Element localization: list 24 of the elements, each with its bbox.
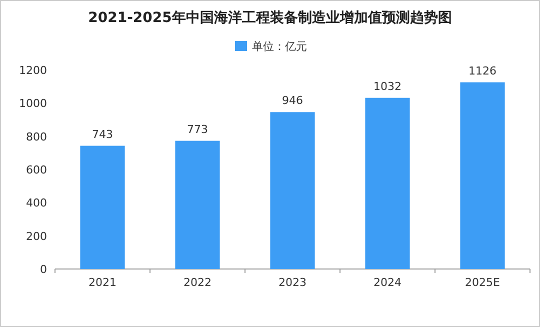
- bar: [365, 98, 410, 269]
- y-tick-label: 200: [26, 230, 47, 243]
- data-label: 1032: [374, 80, 402, 93]
- chart-title: 2021-2025年中国海洋工程装备制造业增加值预测趋势图: [88, 10, 452, 26]
- x-tick-label: 2025E: [465, 276, 500, 289]
- data-label: 743: [92, 128, 113, 141]
- bar: [80, 146, 125, 269]
- bar: [460, 82, 505, 269]
- y-tick-label: 0: [40, 263, 47, 276]
- bar: [175, 140, 220, 269]
- data-label: 946: [282, 94, 303, 108]
- y-tick-label: 800: [26, 130, 47, 144]
- y-tick-label: 400: [26, 196, 47, 210]
- x-tick-label: 2024: [374, 276, 402, 289]
- data-label: 1126: [468, 64, 496, 78]
- legend-label: 单位：亿元: [252, 40, 307, 53]
- y-tick-label: 1000: [19, 97, 47, 110]
- y-tick-label: 1200: [19, 64, 47, 77]
- x-tick-label: 2022: [184, 276, 212, 289]
- x-tick-label: 2023: [278, 276, 306, 289]
- y-tick-label: 600: [26, 164, 47, 176]
- data-label: 773: [187, 122, 208, 136]
- x-tick-label: 2021: [88, 276, 116, 289]
- bar: [270, 112, 315, 269]
